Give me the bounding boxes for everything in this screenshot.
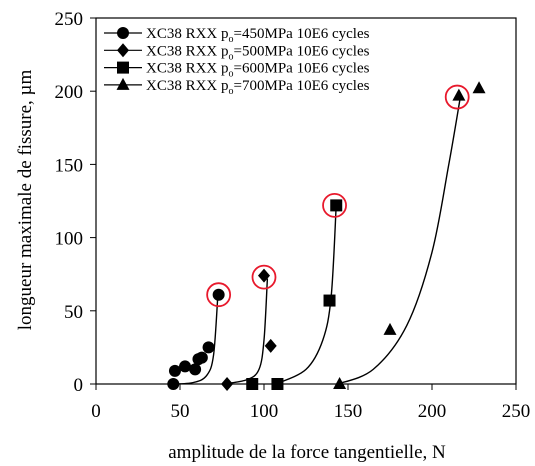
x-tick-label: 0 [91,401,101,422]
y-tick-label: 50 [64,302,83,323]
x-tick-label: 100 [250,401,279,422]
trend-curve-3 [275,205,337,385]
data-point-circle [179,360,192,373]
highlight-circle-1 [206,282,232,308]
y-tick-label: 200 [55,82,84,103]
legend-entry: XC38 RXX po=600MPa 10E6 cycles [146,61,370,80]
data-point-circle [212,288,225,301]
legend-marker-circle [117,27,129,39]
legend-entry: XC38 RXX po=450MPa 10E6 cycles [146,26,370,45]
data-point-square [330,199,343,212]
data-point-circle [189,363,202,376]
trend-curve-2 [223,278,269,385]
highlight-circles [206,84,470,308]
x-tick-label: 200 [418,401,447,422]
legend-entry: XC38 RXX po=700MPa 10E6 cycles [146,78,370,97]
trend-curve-1 [171,296,219,385]
y-tick-label: 0 [74,375,84,396]
data-point-diamond [258,268,270,283]
data-point-square [271,378,284,390]
data-point-circle [202,341,215,354]
data-point-diamond [221,377,234,391]
data-point-diamond [264,338,277,353]
data-markers [167,81,486,391]
legend-marker-square [117,61,129,74]
trend-curves [171,95,462,385]
data-point-triangle [472,81,486,94]
y-tick-label: 250 [55,9,84,30]
data-point-square [246,378,259,390]
y-tick-label: 150 [55,155,84,176]
highlight-circle-3 [322,192,347,218]
data-point-circle [195,351,208,364]
y-tick-label: 100 [55,229,84,250]
legend-marker-triangle [116,77,130,90]
plot-frame [95,17,517,385]
plot-area [95,17,517,385]
highlight-circle-2 [251,264,277,290]
x-axis-label: amplitude de la force tangentielle, N [168,442,446,463]
data-point-triangle [383,322,397,335]
highlight-circle-4 [444,84,470,110]
x-tick-label: 150 [334,401,363,422]
y-axis-label: longueur maximale de fissure, µm [15,70,36,331]
axes: 0 50 100 150 200 250 0 50 100 150 200 250 [55,9,531,422]
trend-curve-4 [337,95,462,385]
legend-entry: XC38 RXX po=500MPa 10E6 cycles [146,43,370,62]
data-point-triangle [333,377,347,389]
legend-marker-diamond [117,43,129,58]
data-point-circle [167,378,180,390]
x-tick-label: 250 [502,401,531,422]
data-point-square [323,294,336,307]
data-point-circle [168,364,181,377]
x-tick-label: 50 [171,401,190,422]
data-point-triangle [452,88,466,101]
